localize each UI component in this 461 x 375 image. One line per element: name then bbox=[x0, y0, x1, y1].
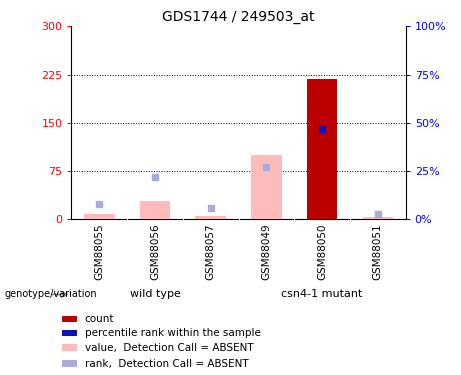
Bar bbox=[307, 79, 337, 219]
Text: value,  Detection Call = ABSENT: value, Detection Call = ABSENT bbox=[85, 343, 253, 352]
Bar bbox=[84, 214, 115, 219]
Text: wild type: wild type bbox=[130, 290, 180, 299]
Bar bbox=[140, 201, 170, 219]
Text: GSM88049: GSM88049 bbox=[261, 223, 272, 280]
Bar bbox=[62, 345, 77, 351]
Text: genotype/variation: genotype/variation bbox=[5, 290, 97, 299]
Text: GSM88050: GSM88050 bbox=[317, 223, 327, 279]
Text: GSM88051: GSM88051 bbox=[373, 223, 383, 280]
Text: rank,  Detection Call = ABSENT: rank, Detection Call = ABSENT bbox=[85, 358, 248, 369]
Text: GSM88057: GSM88057 bbox=[206, 223, 216, 280]
Bar bbox=[251, 155, 282, 219]
Bar bbox=[362, 217, 393, 219]
Text: GSM88056: GSM88056 bbox=[150, 223, 160, 280]
Text: csn4-1 mutant: csn4-1 mutant bbox=[281, 290, 363, 299]
Text: GSM88055: GSM88055 bbox=[95, 223, 104, 280]
Text: count: count bbox=[85, 314, 114, 324]
Bar bbox=[62, 360, 77, 367]
Title: GDS1744 / 249503_at: GDS1744 / 249503_at bbox=[162, 10, 315, 24]
Text: percentile rank within the sample: percentile rank within the sample bbox=[85, 328, 260, 338]
Bar bbox=[62, 330, 77, 336]
Bar bbox=[62, 316, 77, 322]
Bar bbox=[195, 216, 226, 219]
